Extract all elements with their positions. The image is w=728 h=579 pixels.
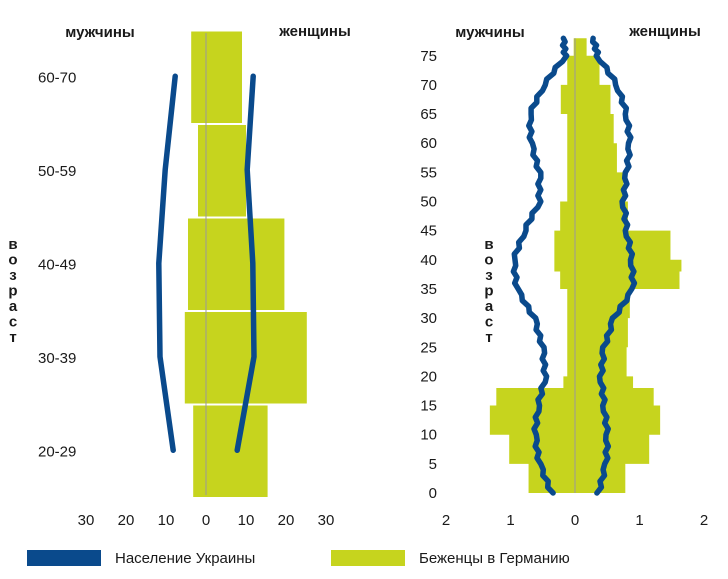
left-age-label: 40-49 bbox=[38, 256, 76, 273]
right-axis-label-letter: о bbox=[484, 252, 493, 269]
right-y-tick: 15 bbox=[420, 398, 437, 415]
left-x-tick: 0 bbox=[202, 512, 210, 529]
left-x-tick: 10 bbox=[238, 512, 255, 529]
left-age-label: 30-39 bbox=[38, 350, 76, 367]
left-x-tick: 20 bbox=[278, 512, 295, 529]
legend-label-refugees: Беженцы в Германию bbox=[419, 549, 570, 567]
right-chart-women-label: женщины bbox=[628, 23, 701, 40]
right-axis-label-letter: т bbox=[485, 329, 492, 346]
left-x-tick: 30 bbox=[78, 512, 95, 529]
left-chart-men-label: мужчины bbox=[65, 24, 135, 41]
left-chart: 20-29 30-39 40-49 50-59 60-70 30 20 10 0 10 20 30 во… bbox=[8, 31, 335, 529]
right-x-tick: 1 bbox=[506, 512, 514, 529]
right-y-tick: 20 bbox=[420, 368, 437, 385]
legend-item-refugees: Беженцы в Германию bbox=[331, 543, 570, 573]
right-bars-area bbox=[489, 38, 682, 493]
left-axis-label-letter: т bbox=[9, 329, 16, 346]
right-y-tick: 35 bbox=[420, 281, 437, 298]
right-axis-label-letter: в bbox=[484, 236, 493, 253]
left-axis-label-letter: а bbox=[9, 298, 18, 315]
right-y-tick: 30 bbox=[420, 310, 437, 327]
left-chart-women-label: женщины bbox=[278, 23, 351, 40]
right-chart-men-label: мужчины bbox=[455, 24, 525, 41]
left-axis-label-letter: с bbox=[9, 314, 17, 331]
left-age-label: 60-70 bbox=[38, 69, 76, 86]
right-x-tick: 2 bbox=[700, 512, 708, 529]
legend-swatch-bar bbox=[331, 550, 405, 566]
left-x-tick: 10 bbox=[158, 512, 175, 529]
right-x-tick: 1 bbox=[635, 512, 643, 529]
left-line-men bbox=[156, 73, 178, 453]
legend-label-ukraine: Население Украины bbox=[115, 549, 256, 567]
right-y-tick: 45 bbox=[420, 223, 437, 240]
legend-swatch-line bbox=[27, 550, 101, 566]
right-y-tick: 60 bbox=[420, 135, 437, 152]
left-axis-label-letter: о bbox=[8, 252, 17, 269]
right-y-tick: 25 bbox=[420, 339, 437, 356]
legend-item-ukraine: Население Украины bbox=[27, 543, 255, 573]
right-y-tick: 70 bbox=[420, 77, 437, 94]
left-age-label: 50-59 bbox=[38, 163, 76, 180]
right-y-tick: 65 bbox=[420, 106, 437, 123]
right-line-women bbox=[589, 35, 638, 496]
left-bar-20-29 bbox=[193, 405, 268, 497]
right-y-tick: 10 bbox=[420, 427, 437, 444]
right-x-tick: 0 bbox=[571, 512, 579, 529]
left-axis-label-letter: в bbox=[8, 236, 17, 253]
right-x-tick: 2 bbox=[442, 512, 450, 529]
right-y-tick: 75 bbox=[420, 48, 437, 65]
right-axis-label-letter: а bbox=[485, 298, 494, 315]
right-y-tick: 0 bbox=[429, 485, 437, 502]
right-axis-label-letter: р bbox=[484, 283, 493, 300]
right-y-tick: 5 bbox=[429, 456, 437, 473]
left-x-tick: 20 bbox=[118, 512, 135, 529]
right-axis-label-letter: з bbox=[485, 267, 492, 284]
left-line-women bbox=[234, 73, 257, 453]
left-bar-40-49 bbox=[188, 218, 285, 310]
right-line-men bbox=[510, 35, 570, 496]
left-x-tick: 30 bbox=[318, 512, 335, 529]
right-y-tick: 50 bbox=[420, 194, 437, 211]
left-bar-60-70 bbox=[191, 31, 242, 123]
right-y-tick: 55 bbox=[420, 164, 437, 181]
left-axis-label-letter: з bbox=[9, 267, 16, 284]
right-axis-label-letter: с bbox=[485, 314, 493, 331]
right-y-tick: 40 bbox=[420, 252, 437, 269]
left-axis-label-letter: р bbox=[8, 283, 17, 300]
left-age-label: 20-29 bbox=[38, 443, 76, 460]
left-bar-50-59 bbox=[198, 125, 246, 217]
